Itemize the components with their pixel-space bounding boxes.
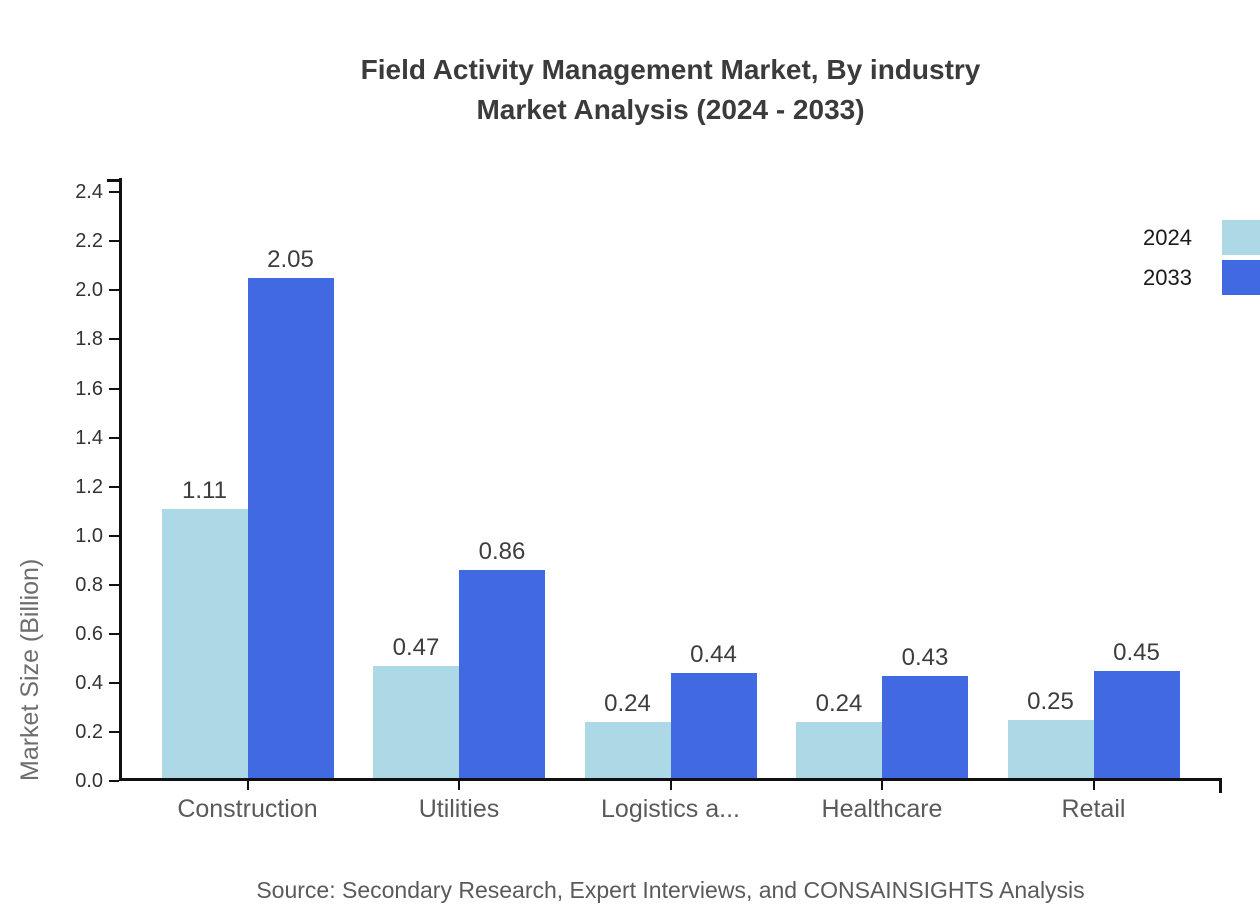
bar-value-2033-logistics-a: 0.44	[690, 641, 737, 669]
y-tick-mark-1.6	[109, 387, 119, 390]
bar-2033-construction	[247, 278, 334, 781]
legend-label-2024: 2024	[1143, 224, 1192, 250]
legend-label-2033: 2033	[1143, 264, 1192, 290]
x-axis-spine	[119, 778, 1222, 781]
x-axis-end-cap	[1219, 781, 1222, 793]
y-tick-mark-0.2	[109, 730, 119, 733]
y-tick-mark-0.4	[109, 681, 119, 684]
x-tick-mark-logistics-a	[669, 781, 672, 790]
y-tick-mark-0.6	[109, 632, 119, 635]
chart-title-line2: Market Analysis (2024 - 2033)	[476, 94, 865, 125]
bar-2024-healthcare	[796, 722, 882, 781]
y-tick-label-1.4: 1.4	[75, 426, 103, 449]
bar-2033-healthcare	[882, 675, 968, 781]
legend: 2024 2033	[1143, 220, 1260, 300]
legend-item-2024: 2024	[1143, 220, 1260, 255]
category-label-logistics-a: Logistics a...	[601, 795, 740, 823]
y-tick-mark-0.0	[109, 780, 119, 782]
y-axis-end-cap	[107, 179, 119, 182]
bar-2024-construction	[161, 508, 248, 781]
chart-title: Field Activity Management Market, By ind…	[119, 50, 1222, 130]
y-tick-mark-1.8	[109, 338, 119, 341]
bar-value-2033-healthcare: 0.43	[901, 643, 949, 671]
source-note: Source: Secondary Research, Expert Inter…	[256, 877, 1085, 903]
bar-value-2033-retail: 0.45	[1113, 638, 1160, 666]
y-tick-mark-1.2	[109, 485, 119, 488]
y-tick-label-0.8: 0.8	[75, 573, 103, 596]
y-axis-spine	[119, 178, 122, 781]
y-tick-label-0.2: 0.2	[75, 720, 103, 743]
y-tick-label-1.8: 1.8	[75, 328, 103, 351]
y-tick-mark-1.0	[109, 534, 119, 537]
legend-swatch-2033	[1222, 260, 1260, 295]
x-tick-mark-healthcare	[881, 781, 883, 790]
category-label-healthcare: Healthcare	[821, 795, 943, 823]
y-tick-label-2.0: 2.0	[75, 279, 103, 302]
plot-area: 0.0 0.2 0.4 0.6 0.8 1.0 1.2 1.4 1.6 1.8 2.0 2.2 2.4 C…	[75, 178, 1222, 823]
category-label-retail: Retail	[1061, 795, 1126, 823]
chart-title-line1: Field Activity Management Market, By ind…	[360, 54, 981, 85]
category-label-utilities: Utilities	[418, 795, 500, 823]
category-label-construction: Construction	[177, 795, 318, 823]
bar-value-2033-utilities: 0.86	[478, 538, 526, 566]
y-tick-label-1.0: 1.0	[75, 524, 103, 547]
bar-2033-retail	[1093, 670, 1180, 781]
y-tick-label-2.2: 2.2	[75, 230, 103, 253]
y-tick-label-0.4: 0.4	[75, 671, 103, 694]
legend-swatch-2024	[1222, 220, 1260, 255]
bar-2033-utilities	[459, 570, 545, 781]
bar-value-2024-healthcare: 0.24	[815, 690, 863, 718]
legend-item-2033: 2033	[1143, 260, 1260, 295]
bar-2024-retail	[1007, 719, 1094, 781]
y-tick-mark-1.4	[109, 436, 119, 439]
y-tick-label-1.6: 1.6	[75, 377, 103, 400]
x-tick-mark-construction	[246, 781, 249, 790]
x-tick-mark-retail	[1092, 781, 1095, 790]
y-tick-label-0.0: 0.0	[75, 770, 103, 792]
bar-value-2024-retail: 0.25	[1027, 687, 1074, 715]
y-tick-label-0.6: 0.6	[75, 622, 103, 645]
bar-value-2024-logistics-a: 0.24	[604, 690, 651, 718]
bar-value-2024-utilities: 0.47	[392, 633, 440, 661]
x-tick-mark-utilities	[458, 781, 460, 790]
y-axis-label: Market Size (Billion)	[16, 558, 44, 781]
bar-2033-logistics-a	[670, 673, 757, 781]
y-tick-label-1.2: 1.2	[75, 475, 103, 498]
bar-2024-utilities	[373, 665, 459, 781]
y-tick-mark-2.0	[109, 289, 119, 292]
bar-2024-logistics-a	[584, 722, 671, 781]
y-tick-mark-0.8	[109, 583, 119, 586]
y-tick-mark-2.2	[109, 240, 119, 243]
bar-value-2024-construction: 1.11	[182, 476, 227, 504]
bar-value-2033-construction: 2.05	[267, 246, 314, 274]
y-tick-mark-2.4	[109, 191, 119, 194]
y-tick-label-2.4: 2.4	[75, 181, 103, 204]
